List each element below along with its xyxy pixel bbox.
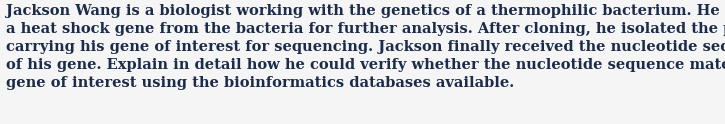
Text: Jackson Wang is a biologist working with the genetics of a thermophilic bacteriu: Jackson Wang is a biologist working with… [6,4,725,90]
